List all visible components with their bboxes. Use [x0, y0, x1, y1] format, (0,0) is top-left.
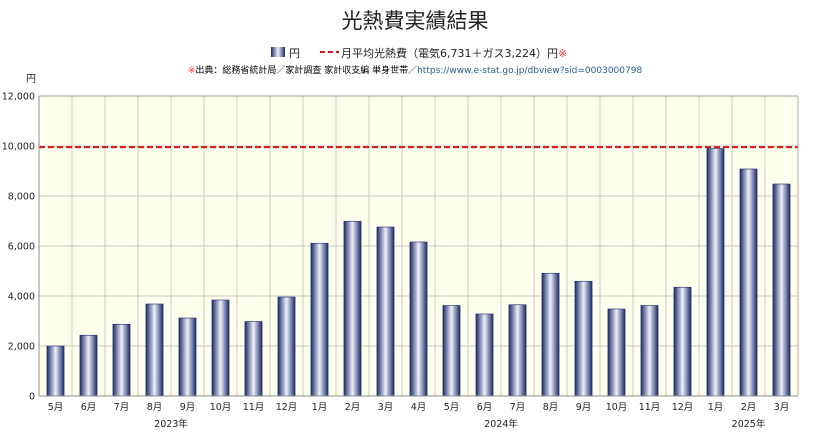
bar: [178, 317, 197, 397]
x-tick-label: 9月: [576, 402, 592, 413]
y-tick-label: 0: [29, 392, 35, 403]
bar: [112, 323, 131, 397]
x-tick-label: 6月: [81, 402, 97, 413]
x-tick-label: 10月: [606, 402, 628, 413]
x-tick-label: 1月: [312, 402, 328, 413]
y-tick-label: 12,000: [2, 92, 35, 103]
grid: [39, 95, 798, 397]
x-tick-label: 3月: [774, 402, 790, 413]
x-tick-label: 7月: [510, 402, 526, 413]
x-tick-label: 12月: [672, 402, 694, 413]
bar: [310, 242, 329, 397]
bar: [277, 296, 296, 397]
bar: [145, 303, 164, 397]
bar: [343, 220, 362, 397]
x-tick-labels: 5月 6月 7月 8月 9月 10月 11月 12月 1月 2月 3月 4月 5月 6月 7月 8月 9月 10月…: [48, 402, 790, 413]
bar: [772, 183, 791, 397]
legend-average-label: 月平均光熱費（電気6,731＋ガス3,224）円※: [341, 46, 567, 60]
y-tick-labels: 0 2,000 4,000 6,000 8,000 10,000 12,000: [2, 92, 35, 403]
bar: [640, 305, 659, 397]
x-tick-label: 5月: [444, 402, 460, 413]
x-tick-label: 2月: [741, 402, 757, 413]
source-text: 出典：総務省統計局／家計調査 家計収支編 単身世帯／: [195, 64, 417, 76]
bar: [376, 226, 395, 397]
x-tick-label: 6月: [477, 402, 493, 413]
bar: [574, 280, 593, 397]
source-link[interactable]: https://www.e-stat.go.jp/dbview?sid=0003…: [417, 66, 642, 76]
x-tick-label: 2月: [345, 402, 361, 413]
x-tick-label: 7月: [114, 402, 130, 413]
y-tick-label: 2,000: [8, 342, 35, 353]
y-tick-label: 10,000: [2, 142, 35, 153]
x-tick-label: 11月: [243, 402, 265, 413]
bar: [508, 304, 527, 397]
x-tick-label: 3月: [378, 402, 394, 413]
y-tick-label: 4,000: [8, 292, 35, 303]
bar: [211, 299, 230, 397]
year-label: 2023年: [154, 418, 188, 430]
x-tick-label: 5月: [48, 402, 64, 413]
chart-title: 光熱費実績結果: [342, 9, 489, 33]
bar: [739, 168, 758, 397]
bar: [244, 321, 263, 397]
bar: [475, 313, 494, 397]
bar: [46, 345, 65, 397]
legend: 円 月平均光熱費（電気6,731＋ガス3,224）円※: [271, 46, 567, 60]
year-labels: 2023年 2024年 2025年: [154, 418, 766, 430]
axes: [38, 95, 799, 397]
bar: [607, 308, 626, 397]
legend-bar-swatch: [271, 47, 285, 57]
source-mark: ※: [188, 66, 196, 76]
bar: [541, 272, 560, 397]
bar: [673, 286, 692, 397]
x-tick-label: 4月: [411, 402, 427, 413]
legend-series-label: 円: [289, 47, 300, 60]
bars: [46, 148, 791, 397]
y-tick-label: 6,000: [8, 242, 35, 253]
x-tick-label: 10月: [210, 402, 232, 413]
y-axis-unit-label: 円: [26, 74, 36, 85]
legend-average-text: 月平均光熱費（電気6,731＋ガス3,224）円: [341, 46, 558, 60]
bar: [409, 241, 428, 397]
y-tick-label: 8,000: [8, 192, 35, 203]
x-tick-label: 1月: [708, 402, 724, 413]
bar: [706, 148, 725, 397]
x-tick-label: 9月: [180, 402, 196, 413]
plot-border: [38, 95, 799, 397]
source-note: ※出典：総務省統計局／家計調査 家計収支編 単身世帯／https://www.e…: [188, 64, 643, 76]
bar: [442, 305, 461, 397]
x-tick-label: 8月: [147, 402, 163, 413]
x-tick-label: 8月: [543, 402, 559, 413]
x-tick-label: 11月: [639, 402, 661, 413]
year-label: 2024年: [484, 418, 518, 430]
year-label: 2025年: [732, 418, 766, 430]
x-tick-label: 12月: [276, 402, 298, 413]
legend-average-mark: ※: [558, 47, 567, 60]
bar: [79, 334, 98, 397]
